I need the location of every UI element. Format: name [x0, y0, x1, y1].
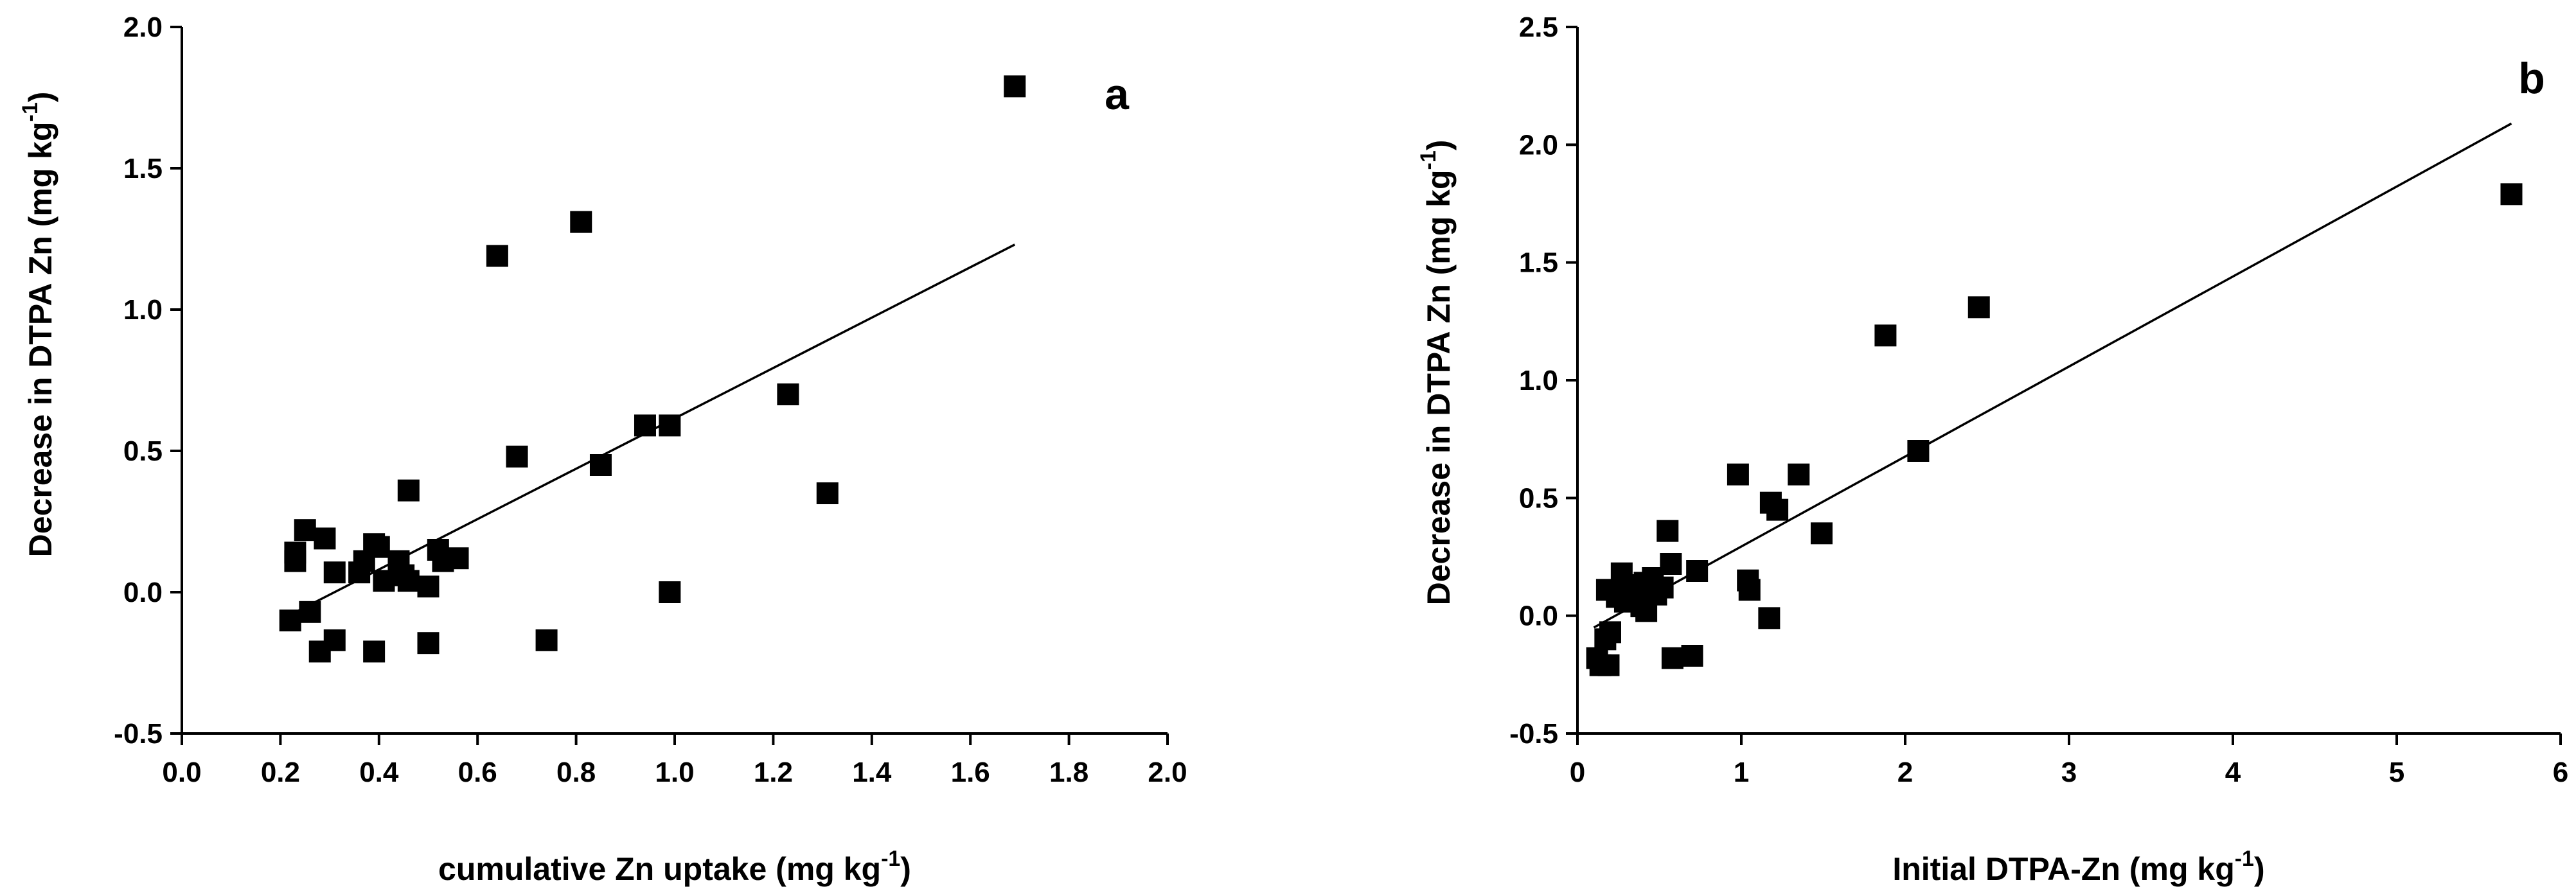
panel-b-y-tick-label: 2.5 — [1519, 12, 1558, 43]
panel-a-x-tick-label: 0.6 — [458, 757, 497, 788]
panel-a-data-point — [432, 550, 454, 572]
chart-panel-b: 0 1 2 3 4 5 6 -0.5 0.0 0.5 1.0 1.5 2.0 2.5 b Initial… — [1416, 12, 2568, 887]
panel-a-x-tick-label: 0.0 — [162, 757, 201, 788]
panel-a-data-point — [659, 414, 681, 437]
panel-a-x-tick-label: 1.8 — [1049, 757, 1088, 788]
panel-a-data-point — [284, 550, 306, 572]
panel-b-data-point — [1758, 607, 1781, 629]
panel-a-x-ticks: 0.0 0.2 0.4 0.6 0.8 1.0 1.2 1.4 1.6 1.8 2.0 — [162, 733, 1187, 788]
panel-b-data-point — [1810, 522, 1833, 545]
panel-b-x-ticks: 0 1 2 3 4 5 6 — [1570, 733, 2568, 788]
panel-a-data-point — [417, 575, 440, 598]
panel-a-x-tick-label: 1.6 — [951, 757, 990, 788]
panel-a-data-point — [417, 632, 440, 654]
panel-b-y-ticks: -0.5 0.0 0.5 1.0 1.5 2.0 2.5 — [1509, 12, 1577, 750]
panel-a-data-point — [506, 445, 528, 468]
panel-b-x-axis-title: Initial DTPA-Zn (mg kg-1) — [1892, 847, 2264, 887]
panel-b-x-tick-label: 0 — [1570, 757, 1585, 788]
panel-a-data-point — [314, 527, 336, 550]
panel-a-x-tick-label: 0.8 — [556, 757, 596, 788]
panel-b-data-point — [1874, 324, 1897, 347]
panel-a-data-point — [634, 414, 656, 437]
panel-a-x-tick-label: 1.0 — [655, 757, 694, 788]
panel-b-y-axis-title: Decrease in DTPA Zn (mg kg-1) — [1416, 140, 1457, 606]
panel-b-y-tick-label: 2.0 — [1519, 129, 1558, 161]
panel-a-data-point — [816, 482, 839, 504]
panel-b-data-point — [1597, 654, 1620, 676]
panel-b-label: b — [2518, 54, 2545, 103]
panel-b-y-tick-label: 0.5 — [1519, 482, 1558, 514]
panel-a-data-point — [570, 211, 592, 233]
panel-a-x-tick-label: 0.2 — [261, 757, 300, 788]
panel-a-data-point — [294, 519, 316, 541]
panel-a-y-tick-label: -0.5 — [114, 718, 163, 750]
panel-a-data-point — [659, 581, 681, 603]
panel-b-data-point — [1907, 440, 1930, 462]
panel-a-y-ticks: -0.5 0.0 0.5 1.0 1.5 2.0 — [114, 12, 182, 750]
panel-a-y-tick-label: 0.5 — [123, 435, 163, 467]
panel-b-x-tick-label: 1 — [1734, 757, 1749, 788]
panel-a-data-point — [279, 610, 301, 631]
panel-b-data-point — [2500, 183, 2523, 206]
panel-a-data-point — [299, 601, 321, 623]
panel-a-y-tick-label: 2.0 — [123, 12, 163, 43]
panel-b-data-point — [1657, 520, 1679, 542]
panel-a-data-point — [373, 570, 395, 592]
panel-a-data-point — [323, 561, 346, 584]
panel-b-y-tick-label: 1.5 — [1519, 247, 1558, 279]
panel-a-x-tick-label: 0.4 — [359, 757, 399, 788]
panel-a-x-axis-title: cumulative Zn uptake (mg kg-1) — [438, 847, 911, 887]
panel-b-y-tick-label: -0.5 — [1509, 718, 1558, 750]
panel-b-y-tick-label: 1.0 — [1519, 365, 1558, 396]
panel-b-x-tick-label: 2 — [1897, 757, 1913, 788]
panel-b-x-tick-label: 3 — [2061, 757, 2077, 788]
panel-b-x-tick-label: 6 — [2553, 757, 2568, 788]
panel-b-data-point — [1661, 647, 1683, 669]
panel-b-data-point — [1727, 463, 1749, 486]
chart-panel-a: 0.0 0.2 0.4 0.6 0.8 1.0 1.2 1.4 1.6 1.8 2.0 -0.50.… — [18, 12, 1187, 887]
panel-a-data-point — [486, 245, 508, 267]
panel-a-data-point — [589, 454, 612, 476]
panel-b-x-tick-label: 5 — [2389, 757, 2404, 788]
panel-b-y-tick-label: 0.0 — [1519, 601, 1558, 632]
panel-a-data-point — [348, 561, 371, 584]
panel-a-y-tick-label: 0.0 — [123, 577, 163, 608]
panel-a-y-tick-label: 1.0 — [123, 294, 163, 326]
panel-a-data-point — [363, 640, 386, 663]
panel-a-x-tick-label: 1.4 — [852, 757, 892, 788]
panel-b-data-point — [1788, 463, 1810, 486]
panel-a-data-point — [535, 629, 558, 651]
panel-a-x-tick-label: 2.0 — [1148, 757, 1187, 788]
panel-a-label: a — [1105, 70, 1130, 119]
panel-a-x-tick-label: 1.2 — [754, 757, 793, 788]
panel-b-data-point — [1738, 579, 1761, 601]
panel-a-data-point — [397, 570, 420, 592]
panel-b-data-point — [1635, 600, 1658, 622]
panel-b-data-point — [1681, 645, 1703, 667]
panel-a-y-axis-title: Decrease in DTPA Zn (mg kg-1) — [18, 92, 58, 558]
panel-a-data-point — [308, 640, 331, 663]
panel-b-fit-group — [1593, 122, 2512, 629]
panel-b-fit-line — [1593, 122, 2512, 629]
panel-a-data-point — [777, 383, 799, 405]
panel-b-data-point — [1766, 498, 1789, 521]
panel-b-data-point — [1594, 628, 1617, 651]
panel-a-data-point — [397, 479, 420, 502]
panel-a-data-point — [1004, 75, 1026, 98]
panel-b-data-point — [1968, 296, 1990, 319]
panel-b-markers — [1586, 183, 2523, 676]
panel-b-data-point — [1686, 560, 1709, 582]
panel-a-markers — [279, 75, 1026, 663]
panel-a-y-tick-label: 1.5 — [123, 153, 163, 184]
panel-b-x-tick-label: 4 — [2225, 757, 2241, 788]
